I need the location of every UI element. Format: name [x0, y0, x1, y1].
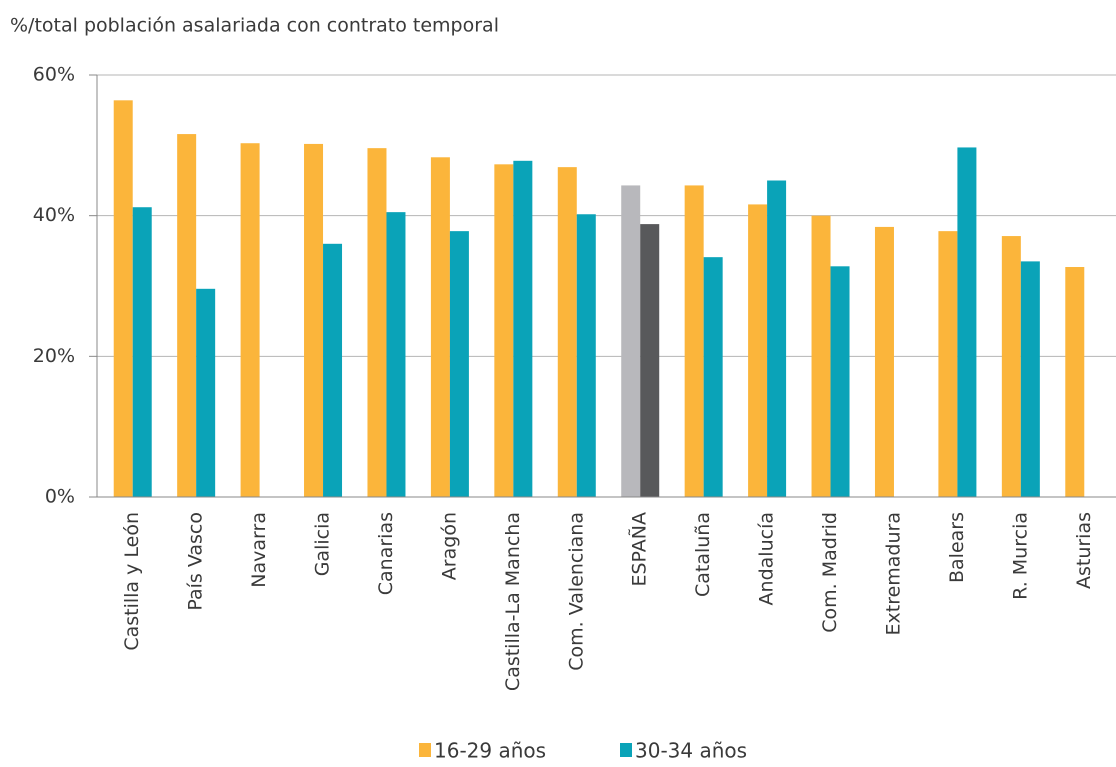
- x-tick-label: Galicia: [312, 512, 334, 576]
- y-tick-label: 60%: [33, 64, 75, 86]
- bar: [621, 185, 641, 497]
- x-tick-label: Balears: [946, 512, 968, 583]
- bar: [957, 147, 977, 497]
- x-tick-label: Com. Valenciana: [565, 512, 587, 671]
- x-tick-label: Navarra: [248, 512, 270, 588]
- bar: [132, 207, 152, 497]
- bar: [1020, 261, 1040, 497]
- bar: [1065, 267, 1085, 497]
- x-tick-label: Aragón: [438, 512, 460, 580]
- y-axis-label: %/total población asalariada con contrat…: [10, 15, 499, 37]
- bar: [640, 224, 660, 497]
- bar: [177, 134, 197, 497]
- x-tick-label: Castilla-La Mancha: [502, 512, 524, 691]
- bar: [386, 212, 406, 497]
- legend-swatch: [620, 743, 632, 757]
- bar: [576, 214, 596, 497]
- bar: [323, 243, 343, 497]
- bar: [703, 257, 723, 497]
- x-tick-label: Cataluña: [692, 512, 714, 597]
- x-tick-label: Asturias: [1073, 512, 1095, 589]
- bar: [874, 226, 894, 498]
- x-tick-label: País Vasco: [185, 512, 207, 611]
- bar: [113, 100, 133, 497]
- bar: [367, 148, 387, 497]
- bar: [513, 160, 533, 497]
- bar: [1001, 236, 1021, 497]
- bar: [938, 231, 958, 497]
- bar: [557, 167, 577, 498]
- legend-label: 30-34 años: [635, 739, 747, 763]
- bar: [494, 164, 514, 497]
- bar: [240, 143, 260, 497]
- bar: [449, 231, 469, 497]
- bar: [196, 288, 216, 497]
- x-tick-label: Andalucía: [756, 512, 778, 605]
- bar: [748, 204, 768, 497]
- bar: [304, 143, 324, 497]
- bar: [684, 185, 704, 497]
- bar: [767, 180, 787, 497]
- x-tick-label: ESPAÑA: [628, 512, 651, 587]
- bar: [830, 266, 850, 497]
- y-tick-label: 0%: [45, 486, 75, 508]
- y-tick-label: 40%: [33, 204, 75, 226]
- y-tick-label: 20%: [33, 345, 75, 367]
- x-tick-label: Com. Madrid: [819, 512, 841, 633]
- x-tick-label: R. Murcia: [1009, 512, 1031, 600]
- bar: [430, 157, 450, 498]
- legend-swatch: [419, 743, 431, 757]
- x-tick-label: Extremadura: [882, 512, 904, 636]
- legend-label: 16-29 años: [434, 739, 546, 763]
- x-tick-label: Castilla y León: [121, 512, 143, 651]
- x-tick-label: Canarias: [375, 512, 397, 595]
- bar: [811, 215, 831, 497]
